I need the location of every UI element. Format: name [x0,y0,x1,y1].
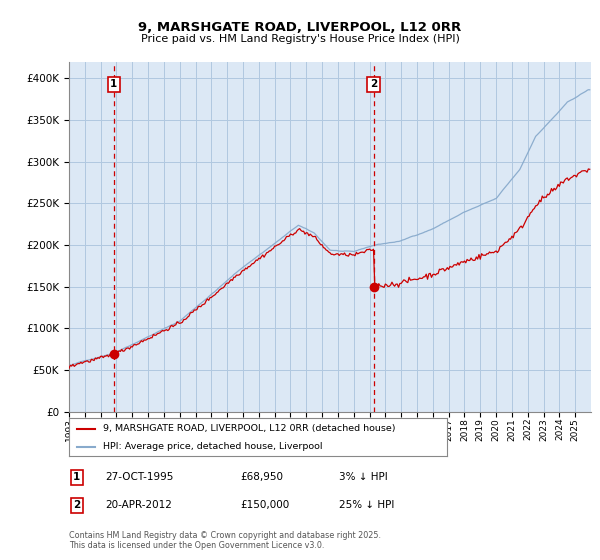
Text: 27-OCT-1995: 27-OCT-1995 [105,472,173,482]
Text: 1: 1 [110,80,118,90]
Text: 25% ↓ HPI: 25% ↓ HPI [339,500,394,510]
Text: 2: 2 [370,80,377,90]
Text: Price paid vs. HM Land Registry's House Price Index (HPI): Price paid vs. HM Land Registry's House … [140,34,460,44]
Text: 9, MARSHGATE ROAD, LIVERPOOL, L12 0RR: 9, MARSHGATE ROAD, LIVERPOOL, L12 0RR [139,21,461,34]
Text: Contains HM Land Registry data © Crown copyright and database right 2025.
This d: Contains HM Land Registry data © Crown c… [69,530,381,550]
Text: £68,950: £68,950 [240,472,283,482]
Text: HPI: Average price, detached house, Liverpool: HPI: Average price, detached house, Live… [103,442,323,451]
Text: 20-APR-2012: 20-APR-2012 [105,500,172,510]
Text: 3% ↓ HPI: 3% ↓ HPI [339,472,388,482]
Text: 1: 1 [73,472,80,482]
Text: 9, MARSHGATE ROAD, LIVERPOOL, L12 0RR (detached house): 9, MARSHGATE ROAD, LIVERPOOL, L12 0RR (d… [103,424,395,433]
Text: £150,000: £150,000 [240,500,289,510]
Text: 2: 2 [73,500,80,510]
